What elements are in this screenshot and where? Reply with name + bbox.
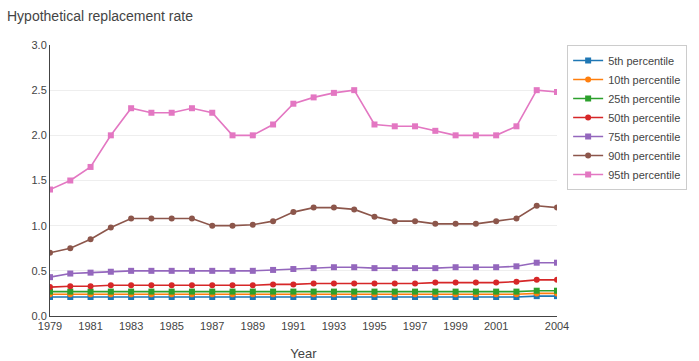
svg-text:50th percentile: 50th percentile <box>608 112 680 124</box>
svg-text:3.0: 3.0 <box>32 39 47 51</box>
svg-text:1993: 1993 <box>322 320 346 332</box>
svg-text:1999: 1999 <box>443 320 467 332</box>
svg-text:Hypothetical replacement rate: Hypothetical replacement rate <box>7 8 193 24</box>
svg-text:1987: 1987 <box>200 320 224 332</box>
svg-text:75th percentile: 75th percentile <box>608 131 680 143</box>
svg-text:1.5: 1.5 <box>32 174 47 186</box>
svg-text:Year: Year <box>290 346 317 361</box>
svg-text:1.0: 1.0 <box>32 220 47 232</box>
svg-text:2001: 2001 <box>484 320 508 332</box>
svg-text:25th percentile: 25th percentile <box>608 93 680 105</box>
svg-text:1991: 1991 <box>281 320 305 332</box>
svg-text:2004: 2004 <box>545 320 569 332</box>
svg-text:10th percentile: 10th percentile <box>608 74 680 86</box>
svg-text:5th percentile: 5th percentile <box>608 55 674 67</box>
svg-text:2.5: 2.5 <box>32 84 47 96</box>
svg-text:1979: 1979 <box>38 320 62 332</box>
svg-text:1981: 1981 <box>78 320 102 332</box>
svg-text:1983: 1983 <box>119 320 143 332</box>
svg-text:0.0: 0.0 <box>32 310 47 322</box>
svg-text:95th percentile: 95th percentile <box>608 169 680 181</box>
svg-text:0.5: 0.5 <box>32 265 47 277</box>
svg-text:2.0: 2.0 <box>32 129 47 141</box>
svg-text:90th percentile: 90th percentile <box>608 150 680 162</box>
svg-text:1985: 1985 <box>159 320 183 332</box>
svg-text:1997: 1997 <box>403 320 427 332</box>
svg-text:1995: 1995 <box>362 320 386 332</box>
svg-text:1989: 1989 <box>241 320 265 332</box>
